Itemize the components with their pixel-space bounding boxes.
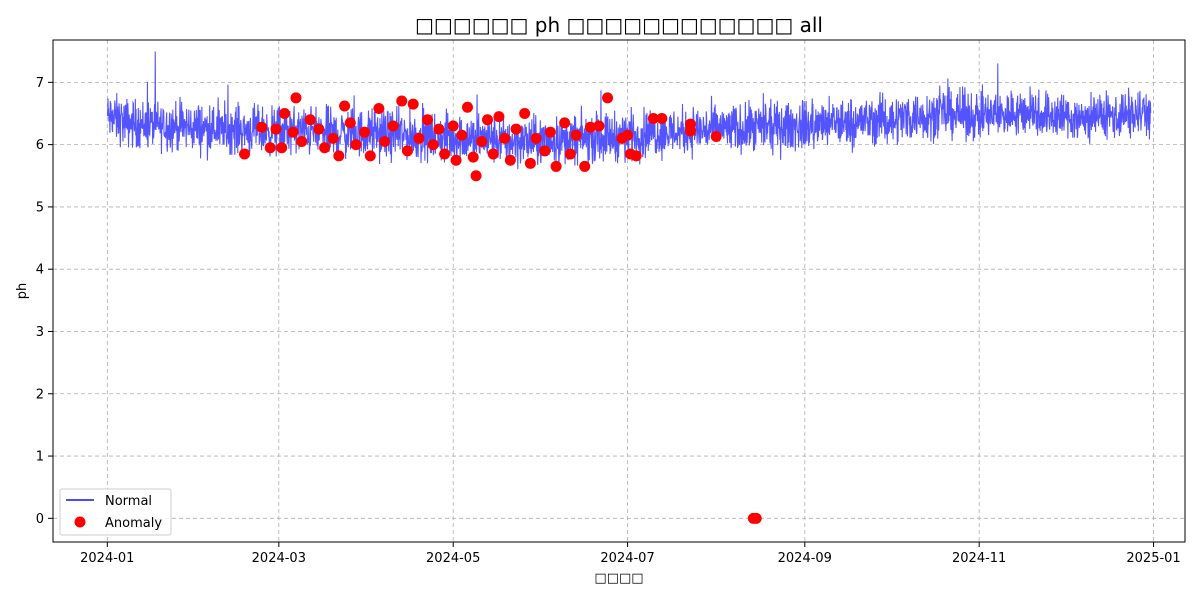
x-tick-label: 2024-11 (952, 551, 1006, 566)
y-tick-label: 2 (36, 387, 44, 402)
x-tick-label: 2025-01 (1126, 551, 1180, 566)
anomaly-point (450, 154, 462, 166)
legend-anomaly-label: Anomaly (105, 516, 162, 531)
anomaly-point (421, 114, 433, 126)
anomaly-point (524, 157, 536, 169)
anomaly-point (304, 114, 316, 126)
y-tick-label: 1 (36, 450, 44, 465)
anomaly-point (656, 112, 668, 124)
anomaly-point (544, 126, 556, 138)
plot-frame (52, 39, 1186, 543)
anomaly-point (296, 136, 308, 148)
anomaly-point (359, 126, 371, 138)
anomaly-point (630, 150, 642, 162)
anomaly-point (493, 111, 505, 123)
anomaly-point (482, 114, 494, 126)
anomaly-point (239, 148, 251, 160)
y-tick-label: 7 (36, 76, 44, 91)
anomaly-point (439, 148, 451, 160)
anomaly-point (530, 132, 542, 144)
anomaly-point (550, 160, 562, 172)
anomaly-point (647, 112, 659, 124)
legend-anomaly-swatch (74, 516, 86, 528)
x-axis-label: □□□□ (594, 571, 643, 586)
anomaly-point (276, 142, 288, 154)
anomaly-point (602, 92, 614, 104)
y-tick-label: 3 (36, 325, 44, 340)
x-axis-ticks: 2024-01 2024-03 2024-05 2024-07 2024-09 2024-… (80, 542, 1181, 566)
anomaly-point (350, 139, 362, 151)
anomaly-point (470, 170, 482, 182)
anomaly-point (467, 151, 479, 163)
anomaly-point (487, 148, 499, 160)
anomaly-point (570, 129, 582, 141)
anomaly-point (622, 129, 634, 141)
anomaly-point (584, 121, 596, 133)
plot-background (53, 40, 1185, 542)
y-tick-label: 5 (36, 200, 44, 215)
anomaly-point (710, 131, 722, 143)
y-tick-label: 0 (36, 512, 44, 527)
anomaly-point (684, 125, 696, 137)
anomaly-point (427, 139, 439, 151)
anomaly-point (264, 142, 276, 154)
anomaly-point (504, 154, 516, 166)
anomaly-point (387, 120, 399, 132)
x-tick-label: 2024-05 (426, 551, 480, 566)
anomaly-point (290, 92, 302, 104)
anomaly-point (461, 101, 473, 113)
anomaly-point (379, 136, 391, 148)
anomaly-point (413, 132, 425, 144)
anomaly-point (256, 121, 268, 133)
anomaly-point (344, 117, 356, 129)
anomaly-point (279, 107, 291, 119)
anomaly-point (407, 98, 419, 110)
anomaly-point (499, 132, 511, 144)
anomaly-point (396, 95, 408, 107)
y-tick-label: 6 (36, 138, 44, 153)
anomaly-point (313, 123, 325, 135)
anomaly-point (364, 150, 376, 162)
anomaly-point (319, 142, 331, 154)
y-axis-ticks: 0 1 2 3 4 5 6 7 (36, 76, 53, 527)
legend-normal-label: Normal (105, 494, 152, 509)
anomaly-point (559, 117, 571, 129)
anomaly-point (579, 160, 591, 172)
x-tick-label: 2024-09 (778, 551, 832, 566)
anomaly-point (401, 145, 413, 157)
anomaly-point (433, 123, 445, 135)
x-tick-label: 2024-01 (80, 551, 134, 566)
y-tick-label: 4 (36, 263, 44, 278)
anomaly-point (510, 123, 522, 135)
anomaly-point (270, 123, 282, 135)
anomaly-point (339, 100, 351, 112)
anomaly-point (476, 136, 488, 148)
anomaly-point (327, 132, 339, 144)
anomaly-point (539, 145, 551, 157)
series-layer (106, 51, 1152, 524)
anomaly-point (287, 126, 299, 138)
anomaly-point (373, 103, 385, 115)
anomaly-point (564, 148, 576, 160)
chart-title: □□□□□□ ph □□□□□□□□□□□□ all (415, 13, 823, 37)
anomaly-point (593, 120, 605, 132)
anomaly-point (333, 150, 345, 162)
anomaly-point (456, 129, 468, 141)
anomaly-point (447, 120, 459, 132)
x-tick-label: 2024-07 (600, 551, 654, 566)
legend: Normal Anomaly (59, 488, 172, 536)
x-tick-label: 2024-03 (252, 551, 306, 566)
anomaly-point (750, 512, 762, 524)
anomaly-point (519, 107, 531, 119)
y-axis-label: ph (15, 283, 30, 300)
